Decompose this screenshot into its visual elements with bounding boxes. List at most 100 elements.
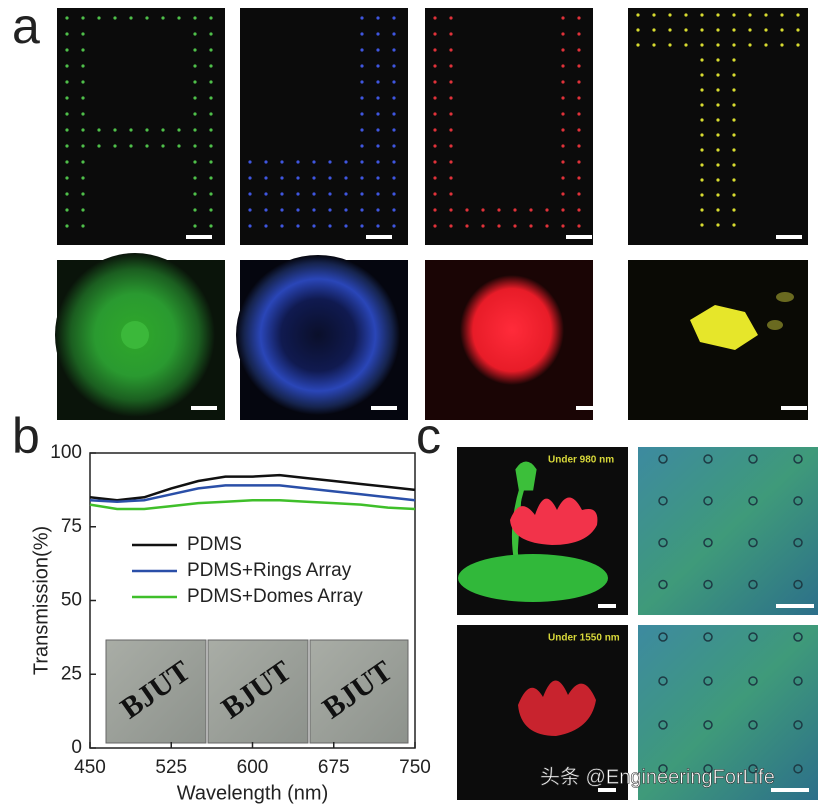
- dome: [793, 537, 803, 548]
- dot: [177, 144, 181, 148]
- dot: [177, 128, 181, 132]
- dot: [248, 176, 252, 180]
- dot: [65, 64, 69, 68]
- legend-label: PDMS+Domes Array: [187, 586, 363, 607]
- dot: [248, 208, 252, 212]
- dot: [433, 112, 437, 116]
- dot: [97, 128, 101, 132]
- dome: [658, 632, 668, 642]
- dot: [716, 193, 720, 197]
- dot: [65, 80, 69, 84]
- dot: [636, 43, 640, 47]
- dot: [684, 13, 688, 17]
- y-tick-label: 75: [61, 516, 82, 537]
- dot: [449, 64, 453, 68]
- dot: [764, 28, 768, 32]
- dot: [748, 13, 752, 17]
- dot: [545, 208, 549, 212]
- dot: [732, 13, 736, 17]
- dot: [376, 64, 380, 68]
- scale-bar: [771, 788, 809, 792]
- dot: [193, 48, 197, 52]
- dot: [732, 118, 736, 122]
- dot: [280, 160, 284, 164]
- dot: [700, 118, 704, 122]
- dot: [248, 224, 252, 228]
- dot: [193, 224, 197, 228]
- scale-bar: [776, 604, 814, 608]
- dot: [577, 144, 581, 148]
- dot: [312, 160, 316, 164]
- dome: [793, 454, 803, 464]
- dot: [545, 224, 549, 228]
- dot: [177, 16, 181, 20]
- dot: [360, 16, 364, 20]
- scale-bar: [598, 788, 616, 792]
- dot: [716, 118, 720, 122]
- dot: [344, 208, 348, 212]
- dot: [732, 148, 736, 152]
- dot: [376, 176, 380, 180]
- dot: [716, 178, 720, 182]
- dome: [658, 579, 668, 590]
- glow: [690, 305, 758, 350]
- dot: [81, 48, 85, 52]
- dome: [793, 579, 803, 590]
- dot: [449, 48, 453, 52]
- dot: [328, 176, 332, 180]
- dot: [780, 43, 784, 47]
- dot: [392, 144, 396, 148]
- panel-label: b: [12, 408, 40, 464]
- dot: [209, 224, 213, 228]
- dot: [748, 28, 752, 32]
- dot: [732, 28, 736, 32]
- dot: [700, 178, 704, 182]
- dot: [561, 80, 565, 84]
- dot: [65, 224, 69, 228]
- dot: [360, 112, 364, 116]
- dome: [658, 454, 668, 464]
- dot: [65, 208, 69, 212]
- dot: [81, 80, 85, 84]
- scale-bar: [566, 235, 592, 239]
- dot: [392, 160, 396, 164]
- dot: [328, 192, 332, 196]
- dot: [193, 64, 197, 68]
- dot: [716, 13, 720, 17]
- dot: [296, 176, 300, 180]
- dot: [700, 148, 704, 152]
- dome: [703, 632, 713, 642]
- x-tick-label: 600: [237, 757, 269, 778]
- dot: [716, 28, 720, 32]
- dot: [433, 176, 437, 180]
- dot: [65, 16, 69, 20]
- dot: [433, 64, 437, 68]
- panel-label: a: [12, 0, 40, 54]
- dot: [280, 176, 284, 180]
- dome: [793, 676, 803, 686]
- dot: [433, 48, 437, 52]
- dome: [793, 632, 803, 642]
- dot: [81, 192, 85, 196]
- scale-bar: [781, 406, 807, 410]
- dot: [161, 16, 165, 20]
- dot: [193, 208, 197, 212]
- dot: [81, 96, 85, 100]
- dot: [113, 144, 117, 148]
- dot: [376, 192, 380, 196]
- dome: [748, 632, 758, 642]
- y-tick-label: 25: [61, 663, 82, 684]
- dot: [193, 16, 197, 20]
- dot: [145, 128, 149, 132]
- dot: [684, 43, 688, 47]
- scale-bar: [186, 235, 212, 239]
- dot: [113, 128, 117, 132]
- dot: [376, 224, 380, 228]
- dome: [703, 720, 713, 730]
- dot: [129, 144, 133, 148]
- dot: [209, 80, 213, 84]
- dot: [716, 223, 720, 227]
- dot: [264, 160, 268, 164]
- dot: [716, 208, 720, 212]
